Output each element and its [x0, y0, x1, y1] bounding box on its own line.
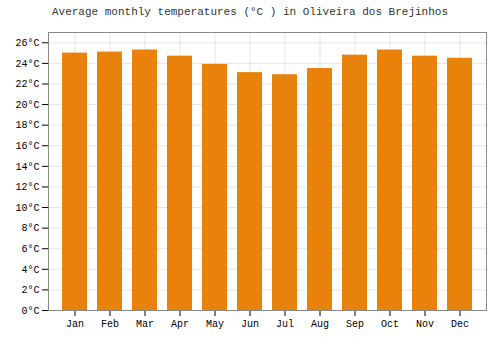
- svg-text:14°C: 14°C: [15, 162, 39, 173]
- svg-text:18°C: 18°C: [15, 120, 39, 131]
- svg-text:Jun: Jun: [241, 319, 259, 330]
- svg-text:22°C: 22°C: [15, 79, 39, 90]
- svg-text:Dec: Dec: [451, 319, 469, 330]
- svg-text:Mar: Mar: [136, 319, 154, 330]
- svg-text:4°C: 4°C: [21, 265, 39, 276]
- svg-text:2°C: 2°C: [21, 285, 39, 296]
- svg-text:Nov: Nov: [416, 319, 434, 330]
- svg-text:Aug: Aug: [311, 319, 329, 330]
- svg-text:Jan: Jan: [66, 319, 84, 330]
- svg-text:10°C: 10°C: [15, 203, 39, 214]
- svg-text:20°C: 20°C: [15, 100, 39, 111]
- svg-text:24°C: 24°C: [15, 59, 39, 70]
- html-text:Average monthly temperatures (: Average monthly temperatures (°C ) in Ol…: [52, 6, 448, 18]
- svg-text:May: May: [206, 319, 224, 330]
- svg-text:26°C: 26°C: [15, 38, 39, 49]
- svg-text:0°C: 0°C: [21, 306, 39, 317]
- svg-text:Oct: Oct: [381, 319, 399, 330]
- svg-text:Sep: Sep: [346, 319, 364, 330]
- svg-text:Apr: Apr: [171, 319, 189, 330]
- svg-text:6°C: 6°C: [21, 244, 39, 255]
- svg-text:16°C: 16°C: [15, 141, 39, 152]
- svg-text:Feb: Feb: [101, 319, 119, 330]
- svg-text:Jul: Jul: [276, 319, 294, 330]
- svg-text:12°C: 12°C: [15, 182, 39, 193]
- svg-text:8°C: 8°C: [21, 223, 39, 234]
